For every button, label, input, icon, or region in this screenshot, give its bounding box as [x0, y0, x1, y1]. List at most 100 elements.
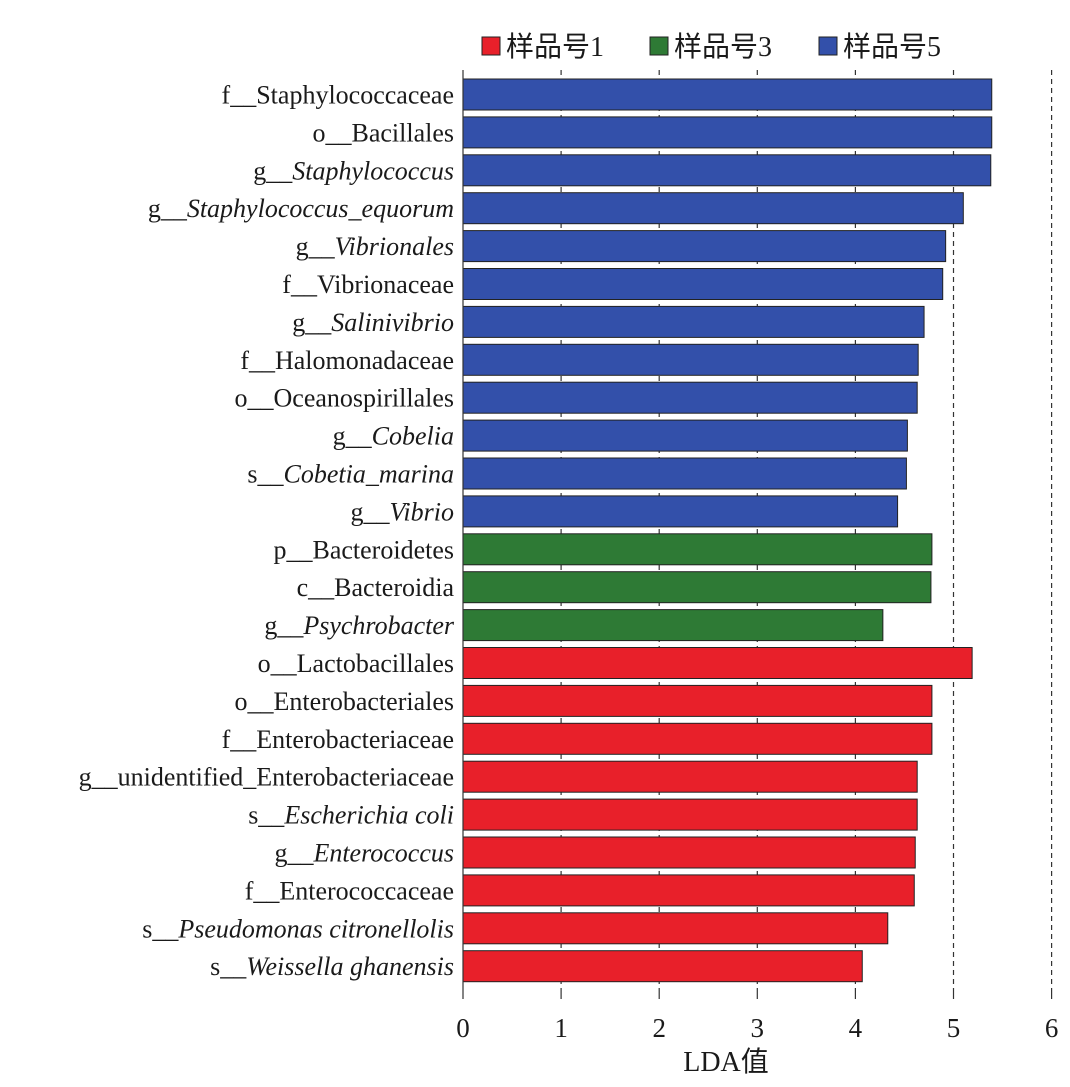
lda-bar [462, 343, 919, 376]
lda-bar [462, 571, 932, 604]
taxon-label: s__Cobetia_marina [247, 460, 454, 489]
taxon-label: f__Halomonadaceae [240, 346, 454, 375]
taxon-rank-prefix: f__ [222, 81, 258, 110]
lda-bar [462, 684, 933, 717]
taxon-name: Enterobacteriaceae [256, 725, 454, 754]
taxon-rank-prefix: s__ [210, 952, 247, 981]
taxon-label: g__Salinivibrio [292, 308, 454, 337]
taxon-label: o__Oceanospirillales [235, 384, 455, 413]
x-axis: 0 1 2 3 4 5 6 LDA值 [456, 70, 1058, 1078]
lda-bar [462, 722, 933, 755]
lda-bar [462, 305, 925, 338]
taxon-label: f__Enterococcaceae [245, 876, 454, 905]
taxon-label: g__Vibrio [350, 497, 454, 526]
taxon-name: Weissella ghanensis [246, 952, 454, 981]
lda-bar [462, 457, 907, 490]
taxon-name: Vibrionales [335, 232, 454, 261]
taxon-label: s__Pseudomonas citronellolis [142, 914, 454, 943]
legend: 样品号1 样品号3 样品号5 [481, 31, 941, 63]
taxon-name: Oceanospirillales [274, 384, 455, 413]
taxon-label: g__Cobelia [333, 422, 454, 451]
taxon-name: Bacteroidetes [313, 535, 455, 564]
lda-bar [462, 116, 993, 149]
taxon-name: Psychrobacter [302, 611, 455, 640]
taxon-name: Pseudomonas citronellolis [177, 914, 454, 943]
taxon-rank-prefix: f__ [245, 876, 281, 905]
taxon-rank-prefix: o__ [258, 649, 298, 678]
taxon-rank-prefix: g__ [79, 763, 119, 792]
taxon-rank-prefix: g__ [274, 839, 314, 868]
legend-swatch [818, 36, 838, 56]
taxon-label: o__Lactobacillales [258, 649, 454, 678]
taxon-rank-prefix: s__ [248, 801, 285, 830]
x-tick-label: 4 [849, 1013, 863, 1043]
taxon-rank-prefix: f__ [240, 346, 276, 375]
taxon-rank-prefix: o__ [235, 384, 275, 413]
taxon-name: Escherichia coli [283, 801, 454, 830]
taxon-rank-prefix: s__ [247, 460, 284, 489]
bars [462, 78, 993, 983]
taxon-label: g__Staphylococcus [253, 156, 454, 185]
taxon-label: o__Bacillales [312, 118, 454, 147]
taxon-name: Cobetia_marina [284, 460, 454, 489]
lda-bar [462, 268, 944, 300]
legend-label: 样品号3 [674, 31, 772, 63]
taxon-rank-prefix: f__ [222, 725, 258, 754]
taxon-rank-prefix: c__ [297, 573, 336, 602]
taxon-rank-prefix: p__ [274, 535, 314, 564]
x-axis-title: LDA值 [683, 1046, 769, 1078]
x-tick-label: 3 [751, 1013, 765, 1043]
lda-bar [462, 230, 947, 263]
lda-bar [462, 798, 918, 831]
taxon-name: unidentified_Enterobacteriaceae [118, 763, 454, 792]
taxon-label: g__unidentified_Enterobacteriaceae [79, 763, 454, 792]
taxon-name: Bacteroidia [334, 573, 454, 602]
taxon-name: Salinivibrio [331, 308, 454, 337]
lda-bar [462, 874, 915, 907]
taxon-name: Staphylococcus [292, 156, 454, 185]
legend-label: 样品号1 [506, 31, 604, 63]
taxon-rank-prefix: f__ [282, 270, 318, 299]
taxon-rank-prefix: g__ [253, 156, 293, 185]
lda-bar [462, 912, 889, 945]
taxon-name: Lactobacillales [297, 649, 454, 678]
taxon-name: Enterococcaceae [279, 876, 454, 905]
x-tick-label: 0 [456, 1013, 470, 1043]
taxon-label: g__Enterococcus [274, 839, 454, 868]
taxon-rank-prefix: g__ [148, 194, 188, 223]
taxon-name: Cobelia [372, 422, 454, 451]
lda-bar [462, 419, 908, 452]
lda-bar [462, 760, 918, 793]
taxon-name: Enterobacteriales [274, 687, 454, 716]
taxon-name: Enterococcus [312, 839, 454, 868]
taxon-name: Halomonadaceae [275, 346, 454, 375]
x-tick-label: 2 [652, 1013, 666, 1043]
taxon-rank-prefix: g__ [264, 611, 304, 640]
taxon-rank-prefix: o__ [235, 687, 275, 716]
taxon-name: Staphylococcus_equorum [187, 194, 454, 223]
lda-bar [462, 192, 964, 225]
taxon-label: s__Weissella ghanensis [210, 952, 454, 981]
legend-swatch [649, 36, 669, 56]
taxon-name: Vibrio [389, 497, 454, 526]
lda-bar [462, 381, 918, 414]
taxon-labels: f__Staphylococcaceaeo__Bacillalesg__Stap… [79, 81, 455, 982]
lda-bar [462, 495, 899, 528]
taxon-label: g__Staphylococcus_equorum [148, 194, 454, 223]
legend-label: 样品号5 [843, 31, 941, 63]
taxon-label: f__Enterobacteriaceae [222, 725, 454, 754]
taxon-rank-prefix: g__ [350, 497, 390, 526]
taxon-label: g__Psychrobacter [264, 611, 455, 640]
taxon-label: o__Enterobacteriales [235, 687, 454, 716]
lda-bar [462, 647, 973, 679]
legend-swatch [481, 36, 501, 56]
taxon-name: Staphylococcaceae [256, 81, 454, 110]
taxon-rank-prefix: g__ [296, 232, 336, 261]
taxon-label: f__Staphylococcaceae [222, 81, 454, 110]
x-tick-label: 5 [947, 1013, 961, 1043]
taxon-rank-prefix: g__ [292, 308, 332, 337]
x-tick-label: 6 [1045, 1013, 1059, 1043]
taxon-rank-prefix: s__ [142, 914, 179, 943]
taxon-name: Bacillales [351, 118, 454, 147]
